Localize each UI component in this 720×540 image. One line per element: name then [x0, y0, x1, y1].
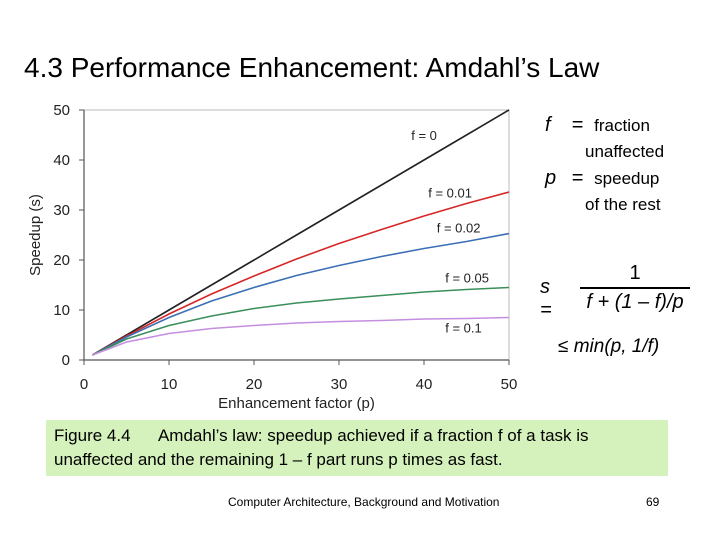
series-label-2: f = 0.02: [437, 221, 481, 236]
y-tick-label: 40: [53, 152, 70, 169]
series-line-2: [92, 232, 510, 356]
series-line-1: [92, 191, 510, 356]
y-tick-label: 0: [62, 352, 70, 369]
series-line-0: [92, 109, 510, 356]
series-label-0: f = 0: [411, 128, 437, 143]
x-tick-label: 10: [161, 376, 178, 393]
formula-bound: ≤ min(p, 1/f): [558, 336, 660, 357]
x-tick-label: 50: [501, 376, 518, 393]
f-desc-2: unaffected: [585, 142, 665, 161]
series-line-4: [92, 316, 510, 356]
p-desc-1: speedup: [594, 169, 660, 188]
f-symbol: f: [545, 114, 551, 136]
y-axis-label: Speedup (s): [27, 194, 44, 276]
p-equals: =: [571, 167, 584, 189]
series-label-1: f = 0.01: [428, 186, 472, 201]
caption-text: Amdahl’s law: speedup achieved if a frac…: [54, 426, 589, 469]
p-symbol: p: [545, 167, 557, 189]
series-line-3: [92, 286, 510, 356]
p-desc-2: of the rest: [585, 195, 661, 214]
y-tick-label: 50: [53, 102, 70, 119]
x-tick-label: 30: [331, 376, 348, 393]
x-tick-label: 20: [246, 376, 263, 393]
formula-lhs: s =: [540, 276, 552, 321]
formula-denominator: f + (1 – f)/p: [586, 291, 684, 313]
y-tick-label: 30: [53, 202, 70, 219]
y-tick-label: 10: [53, 302, 70, 319]
x-tick-label: 40: [416, 376, 433, 393]
slide-title: 4.3 Performance Enhancement: Amdahl’s La…: [24, 52, 600, 83]
slide-footer: Computer Architecture, Background and Mo…: [228, 495, 500, 509]
f-desc-1: fraction: [594, 116, 650, 135]
speedup-chart: 0 10 20 30 40 50 0 10 20 30 40 50 Enhancement factor…: [27, 102, 518, 412]
definitions: f = fraction unaffected p = speedup of t…: [545, 112, 715, 218]
figure-caption: Figure 4.4 Amdahl’s law: speedup achieve…: [46, 420, 668, 476]
page-number: 69: [646, 495, 660, 509]
caption-label: Figure 4.4: [54, 426, 131, 445]
f-equals: =: [571, 114, 584, 136]
formula-numerator: 1: [580, 262, 690, 289]
y-tick-label: 20: [53, 252, 70, 269]
series-label-3: f = 0.05: [445, 271, 489, 286]
x-axis-label: Enhancement factor (p): [218, 395, 375, 412]
x-tick-label: 0: [80, 376, 88, 393]
formula-fraction: 1 f + (1 – f)/p: [580, 262, 690, 314]
series-label-4: f = 0.1: [445, 321, 482, 336]
